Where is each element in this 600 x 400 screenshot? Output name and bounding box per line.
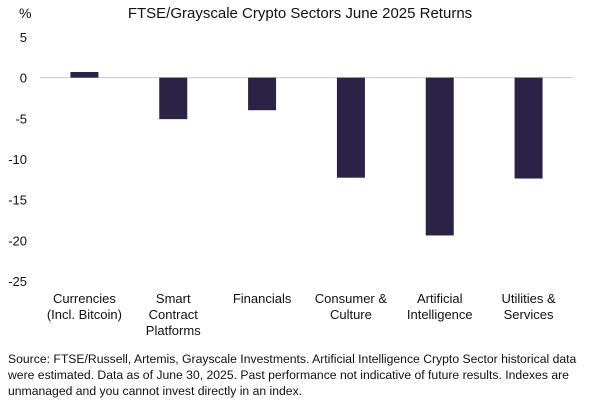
bar bbox=[248, 77, 277, 111]
y-axis-unit-label: % bbox=[19, 5, 32, 21]
x-category-label: Currencies (Incl. Bitcoin) bbox=[47, 291, 122, 322]
y-tick-label: -25 bbox=[8, 274, 27, 289]
x-category-label: Artificial Intelligence bbox=[407, 291, 473, 322]
y-tick-label: 0 bbox=[20, 71, 27, 86]
x-category-label: Consumer & Culture bbox=[315, 291, 388, 322]
source-note: Source: FTSE/Russell, Artemis, Grayscale… bbox=[8, 352, 577, 398]
bar bbox=[514, 77, 543, 179]
x-category-label: Utilities & Services bbox=[501, 291, 556, 322]
chart-title: FTSE/Grayscale Crypto Sectors June 2025 … bbox=[127, 5, 473, 22]
x-category-label: Smart Contract Platforms bbox=[146, 291, 201, 338]
bar bbox=[336, 77, 365, 178]
bar bbox=[70, 71, 99, 78]
y-tick-label: 5 bbox=[20, 30, 27, 45]
y-tick-label: -15 bbox=[8, 193, 27, 208]
bar bbox=[159, 77, 188, 120]
y-tick-label: -20 bbox=[8, 233, 27, 248]
x-category-label: Financials bbox=[233, 291, 292, 306]
bar-chart: 5 0 -5 -10 -15 -20 -25 Currencies (Incl. Bitcoin… bbox=[8, 30, 573, 338]
bar bbox=[425, 77, 454, 236]
y-tick-label: -5 bbox=[15, 111, 27, 126]
y-tick-label: -10 bbox=[8, 152, 27, 167]
